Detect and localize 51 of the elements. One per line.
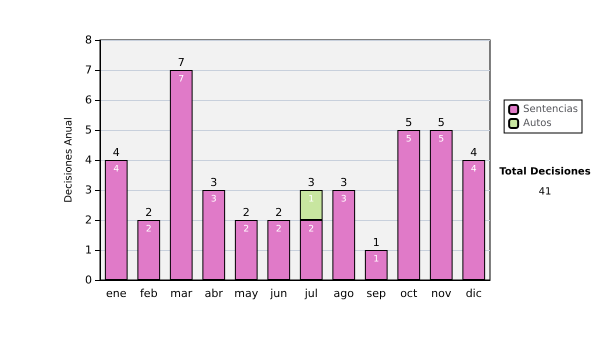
x-tick-label: mar xyxy=(170,287,193,300)
data-label: 3 xyxy=(340,194,347,204)
total-label: 2 xyxy=(275,206,282,219)
legend-label: Autos xyxy=(523,118,552,129)
text: Total Decisiones xyxy=(499,166,591,178)
x-tick-label: may xyxy=(234,287,259,300)
y-tick-label: 6 xyxy=(85,94,92,106)
data-label: 5 xyxy=(438,134,444,144)
y-tick-label: 1 xyxy=(85,244,92,256)
text: 41 xyxy=(538,186,552,198)
total-label: 3 xyxy=(308,176,315,189)
x-tick-label: feb xyxy=(140,287,158,300)
x-tick-label: oct xyxy=(400,287,418,300)
total-label: 2 xyxy=(242,206,250,219)
x-tick-label: abr xyxy=(204,287,224,300)
data-label: 2 xyxy=(243,224,250,234)
total-label: 3 xyxy=(210,176,218,189)
data-label: 4 xyxy=(113,164,120,174)
y-tick-label: 7 xyxy=(85,64,92,76)
data-label: 2 xyxy=(308,224,314,234)
x-tick-label: ago xyxy=(334,287,354,300)
data-label: 1 xyxy=(373,254,380,264)
x-tick-label: ene xyxy=(106,287,127,300)
data-label: 5 xyxy=(406,134,412,144)
legend-label: Sentencias xyxy=(523,104,578,115)
total-label: 4 xyxy=(470,146,478,159)
total-label: 7 xyxy=(178,56,185,69)
y-tick-label: 8 xyxy=(85,34,92,46)
y-axis-title: Decisiones Anual xyxy=(64,117,75,203)
data-label: 2 xyxy=(276,224,282,234)
y-tick-label: 5 xyxy=(85,124,92,136)
total-label: 3 xyxy=(340,176,348,189)
total-label: 5 xyxy=(405,116,412,129)
data-label: 4 xyxy=(470,164,477,174)
x-tick-label: jul xyxy=(304,287,318,300)
y-tick-label: 3 xyxy=(85,184,92,196)
y-tick-label: 2 xyxy=(85,214,92,226)
x-tick-label: sep xyxy=(366,287,386,300)
total-label: 2 xyxy=(145,206,152,219)
data-label: 3 xyxy=(210,194,217,204)
x-tick-label: nov xyxy=(431,287,452,300)
data-label: 1 xyxy=(308,194,314,204)
total-label: 4 xyxy=(112,146,120,159)
total-label: 1 xyxy=(372,236,380,249)
x-tick-label: jun xyxy=(269,287,288,300)
y-tick-label: 0 xyxy=(85,274,92,286)
total-label: 5 xyxy=(438,116,445,129)
data-label: 7 xyxy=(178,74,184,84)
y-tick-label: 4 xyxy=(85,154,92,166)
x-tick-label: dic xyxy=(466,287,482,300)
data-label: 2 xyxy=(146,224,152,234)
